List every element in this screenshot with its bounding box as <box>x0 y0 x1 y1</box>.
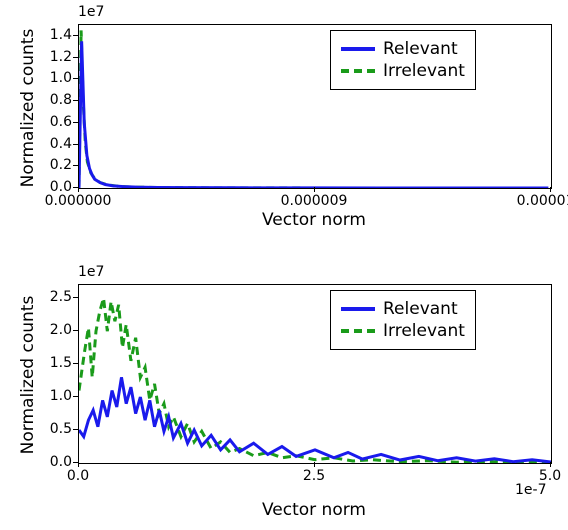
ytick-label: 1.2 <box>44 49 72 65</box>
ytick-label: 0.0 <box>44 179 72 195</box>
top-y-offset: 1e7 <box>78 4 104 20</box>
ytick-label: 0.0 <box>44 454 72 470</box>
ytick-mark <box>73 122 78 123</box>
top-subplot: 1e7 Normalized counts Vector norm 0.0000… <box>0 0 568 252</box>
xtick-mark <box>314 187 315 192</box>
legend-swatch-relevant <box>341 47 375 51</box>
ytick-label: 2.0 <box>44 322 72 338</box>
ytick-mark <box>73 78 78 79</box>
legend-swatch-irrelevant-b <box>341 329 375 333</box>
xtick-mark <box>314 462 315 467</box>
xtick-mark <box>78 462 79 467</box>
xtick-label: 0.000018 <box>517 193 568 209</box>
bottom-subplot: 1e7 1e-7 Normalized counts Vector norm 0… <box>0 260 568 530</box>
legend-label-irrelevant-b: Irrelevant <box>383 321 465 341</box>
ytick-mark <box>73 396 78 397</box>
xtick-label: 2.5 <box>303 468 325 484</box>
figure: 1e7 Normalized counts Vector norm 0.0000… <box>0 0 568 530</box>
ytick-label: 0.8 <box>44 92 72 108</box>
ytick-mark <box>73 35 78 36</box>
series-relevant <box>79 41 548 188</box>
legend-row-irrelevant: Irrelevant <box>341 61 465 81</box>
xtick-label: 5.0 <box>539 468 561 484</box>
ytick-mark <box>73 330 78 331</box>
series-irrelevant <box>79 30 548 188</box>
legend-label-relevant: Relevant <box>383 39 458 59</box>
ytick-label: 1.0 <box>44 70 72 86</box>
ytick-mark <box>73 297 78 298</box>
ytick-mark <box>73 363 78 364</box>
legend-label-relevant-b: Relevant <box>383 299 458 319</box>
bottom-series-svg <box>79 285 551 463</box>
ytick-mark <box>73 100 78 101</box>
top-ylabel: Normalized counts <box>18 28 38 188</box>
ytick-label: 0.4 <box>44 136 72 152</box>
ytick-label: 2.5 <box>44 289 72 305</box>
bottom-legend: Relevant Irrelevant <box>330 290 476 350</box>
ytick-label: 0.5 <box>44 421 72 437</box>
legend-row-relevant: Relevant <box>341 39 465 59</box>
series-irrelevant <box>79 298 551 462</box>
ytick-mark <box>73 144 78 145</box>
xtick-label: 0.000000 <box>45 193 112 209</box>
ytick-mark <box>73 187 78 188</box>
top-plot-area <box>78 24 552 189</box>
top-xlabel: Vector norm <box>78 210 550 230</box>
bottom-plot-area <box>78 284 552 464</box>
xtick-mark <box>550 462 551 467</box>
xtick-mark <box>78 187 79 192</box>
legend-swatch-irrelevant <box>341 69 375 73</box>
legend-row-relevant-b: Relevant <box>341 299 465 319</box>
bottom-x-offset: 1e-7 <box>515 482 546 498</box>
bottom-ylabel: Normalized counts <box>18 295 38 455</box>
legend-label-irrelevant: Irrelevant <box>383 61 465 81</box>
bottom-y-offset: 1e7 <box>78 264 104 280</box>
ytick-mark <box>73 429 78 430</box>
top-legend: Relevant Irrelevant <box>330 30 476 90</box>
ytick-mark <box>73 57 78 58</box>
xtick-mark <box>550 187 551 192</box>
ytick-label: 1.0 <box>44 388 72 404</box>
ytick-label: 0.6 <box>44 114 72 130</box>
ytick-label: 1.5 <box>44 355 72 371</box>
xtick-label: 0.000009 <box>281 193 348 209</box>
bottom-xlabel: Vector norm <box>78 500 550 520</box>
top-series-svg <box>79 25 551 188</box>
ytick-label: 0.2 <box>44 157 72 173</box>
series-relevant <box>79 377 551 462</box>
legend-row-irrelevant-b: Irrelevant <box>341 321 465 341</box>
ytick-mark <box>73 462 78 463</box>
xtick-label: 0.0 <box>67 468 89 484</box>
legend-swatch-relevant-b <box>341 307 375 311</box>
ytick-label: 1.4 <box>44 27 72 43</box>
ytick-mark <box>73 165 78 166</box>
